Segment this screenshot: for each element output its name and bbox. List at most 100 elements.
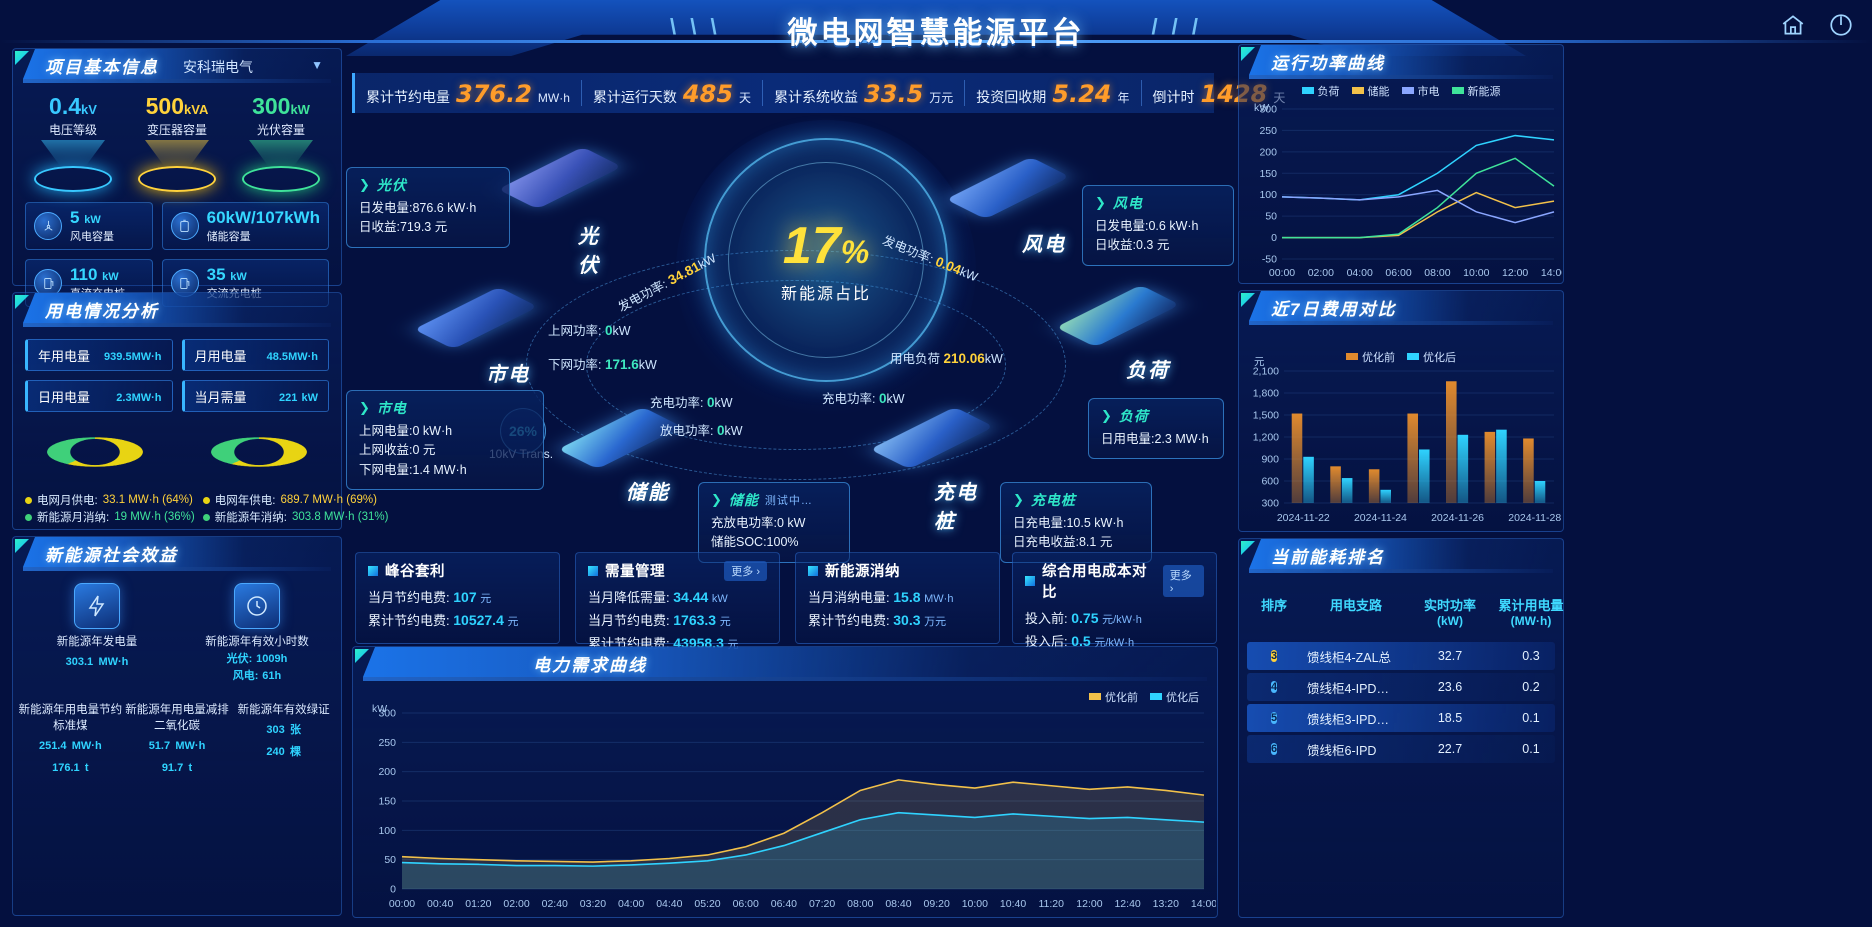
legend-grid: 市电 bbox=[1401, 83, 1440, 99]
stat-month-usage: 月用电量 48.5MW·h bbox=[181, 339, 329, 371]
gauge-pv: 300kW 光伏容量 bbox=[229, 93, 333, 192]
legend-before: 优化前 bbox=[1346, 349, 1395, 365]
panel-title: 运行功率曲线 bbox=[1271, 54, 1385, 73]
stat-value: 48.5 bbox=[266, 350, 289, 363]
kpi-value: 376.2 bbox=[456, 80, 532, 108]
table-row[interactable]: 6 馈线柜6-IPD 22.7 0.1 bbox=[1247, 735, 1555, 763]
panel-header: 近7日费用对比 bbox=[1239, 291, 1563, 325]
more-button[interactable]: 更多 › bbox=[1162, 565, 1204, 597]
mini-value: 5 bbox=[70, 208, 80, 227]
arrow-icon: ❯ bbox=[1013, 492, 1025, 507]
node-load[interactable]: 负荷 bbox=[1055, 284, 1181, 382]
legend-item: 电网年供电: 689.7 MW·h (69%) bbox=[202, 492, 389, 508]
card-marker-icon bbox=[588, 565, 598, 576]
svg-text:600: 600 bbox=[1261, 476, 1279, 488]
stat-unit: MW·h bbox=[131, 391, 162, 404]
social-label: 新能源年用电量减排二氧化碳 bbox=[125, 704, 229, 732]
social-item-generation: 新能源年发电量 303.1 MW·h bbox=[37, 583, 157, 683]
chevron-down-icon[interactable]: ▼ bbox=[311, 58, 323, 72]
arrow-icon: ❯ bbox=[359, 400, 371, 415]
social-item-cert: 新能源年有效绿证 303 张 240 棵 bbox=[230, 701, 337, 777]
rank-badge: 3 bbox=[1270, 650, 1278, 662]
node-charger[interactable]: 充电桩 bbox=[869, 406, 995, 533]
battery-icon bbox=[170, 212, 199, 240]
table-row[interactable]: 5 馈线柜3-IPD… 18.5 0.1 bbox=[1247, 704, 1555, 732]
node-storage[interactable]: 储能 bbox=[557, 406, 683, 504]
flowcard-charger: ❯ 充电桩 日充电量:10.5 kW·h 日充电收益:8.1 元 bbox=[1000, 482, 1152, 563]
svg-text:12:00: 12:00 bbox=[1076, 898, 1102, 910]
stat-month-demand: 当月需量 221 kW bbox=[181, 380, 329, 412]
card-marker-icon bbox=[1025, 576, 1035, 586]
social-row-1: 新能源年发电量 303.1 MW·h 新能源年有效小时数 光伏: 1009h 风… bbox=[13, 571, 341, 683]
realtime-power: 22.7 bbox=[1437, 742, 1463, 756]
panel-header: 电力需求曲线 bbox=[353, 647, 1217, 681]
svg-text:03:20: 03:20 bbox=[580, 898, 606, 910]
svg-text:100: 100 bbox=[378, 825, 396, 837]
gauge-unit: kV bbox=[81, 102, 97, 117]
social-label: 新能源年有效小时数 bbox=[205, 636, 309, 648]
renewable-ratio-gauge: 17% 新能源占比 bbox=[676, 120, 976, 420]
more-button[interactable]: 更多 › bbox=[724, 560, 767, 581]
node-wind[interactable]: 风电 bbox=[945, 156, 1071, 256]
flowcard-wind: ❯ 风电 日发电量:0.6 kW·h 日收益:0.3 元 bbox=[1082, 185, 1234, 266]
panel-social-benefit: 新能源社会效益 新能源年发电量 303.1 MW·h 新能源年有效小时数 光伏:… bbox=[12, 536, 342, 916]
header-divider bbox=[0, 40, 1872, 43]
bcard-demand-mgmt: 需量管理 更多 › 当月降低需量: 34.44 kW 当月节约电费: 1763.… bbox=[575, 552, 780, 651]
svg-text:2024-11-26: 2024-11-26 bbox=[1431, 512, 1484, 524]
col-energy: 累计用电量 (MW·h) bbox=[1498, 598, 1564, 628]
home-icon[interactable] bbox=[1780, 12, 1806, 43]
node-grid[interactable]: 市电 bbox=[413, 286, 539, 386]
donut-yearly bbox=[199, 420, 319, 486]
node-label: 负荷 bbox=[1126, 360, 1170, 382]
flow-label-ev-charge: 充电功率: 0kW bbox=[822, 391, 905, 406]
svg-text:14:00: 14:00 bbox=[1191, 898, 1216, 910]
panel-title: 电力需求曲线 bbox=[533, 656, 647, 675]
svg-text:04:00: 04:00 bbox=[618, 898, 644, 910]
svg-text:11:20: 11:20 bbox=[1038, 898, 1064, 910]
stat-value: 221 bbox=[278, 391, 298, 404]
flow-label-import: 下网功率: 171.6kW bbox=[548, 357, 657, 372]
gauge-value: 0.4 bbox=[49, 93, 82, 119]
svg-text:1,800: 1,800 bbox=[1253, 388, 1279, 400]
social-extra-value: 240 bbox=[266, 746, 285, 758]
legend-load: 负荷 bbox=[1301, 83, 1340, 99]
power-curve-chart: -50 0 50 100 150 200 250 300kW 00:00 02:00 04:00 06… bbox=[1254, 102, 1562, 279]
flow-label-discharge: 放电功率: 0kW bbox=[660, 423, 743, 438]
svg-text:0: 0 bbox=[1271, 232, 1277, 244]
legend-storage: 储能 bbox=[1351, 83, 1390, 99]
svg-text:100: 100 bbox=[1259, 189, 1277, 201]
node-pv[interactable]: 光伏 bbox=[497, 146, 623, 277]
gauge-voltage: 0.4kV 电压等级 bbox=[21, 93, 125, 192]
panel-title: 项目基本信息 bbox=[45, 58, 159, 77]
svg-text:06:00: 06:00 bbox=[733, 898, 759, 910]
svg-text:08:00: 08:00 bbox=[847, 898, 873, 910]
social-label: 新能源年有效绿证 bbox=[237, 704, 330, 716]
legend-before: 优化前 bbox=[1089, 689, 1138, 705]
kpi-label: 累计运行天数 bbox=[592, 89, 677, 105]
table-row[interactable]: 3 馈线柜4-ZAL总 32.7 0.3 bbox=[1247, 642, 1555, 670]
app-header: \ \ \ / / / 微电网智慧能源平台 bbox=[0, 0, 1872, 58]
stat-unit: MW·h bbox=[131, 350, 162, 363]
panel-title: 当前能耗排名 bbox=[1271, 548, 1385, 567]
stat-unit: kW bbox=[301, 391, 319, 404]
flowcard-load: ❯ 负荷 日用电量:2.3 MW·h bbox=[1088, 398, 1224, 460]
realtime-power: 23.6 bbox=[1437, 680, 1463, 694]
svg-text:900: 900 bbox=[1261, 454, 1279, 466]
table-row[interactable]: 4 馈线柜4-IPD… 23.6 0.2 bbox=[1247, 673, 1555, 701]
corner-mark-icon bbox=[15, 295, 29, 309]
flowcard-storage: ❯ 储能 测试中… 充放电功率:0 kW 储能SOC:100% bbox=[698, 482, 850, 563]
total-energy: 0.1 bbox=[1522, 711, 1540, 725]
clock-icon bbox=[234, 583, 280, 629]
node-label: 风电 bbox=[1022, 234, 1066, 256]
branch-name: 馈线柜3-IPD… bbox=[1307, 712, 1389, 727]
arrow-icon: ❯ bbox=[711, 492, 723, 507]
power-icon[interactable] bbox=[1828, 12, 1854, 43]
svg-text:10:00: 10:00 bbox=[962, 898, 988, 910]
card-marker-icon bbox=[808, 565, 818, 576]
svg-text:08:00: 08:00 bbox=[1424, 267, 1450, 279]
company-name: 安科瑞电气 bbox=[183, 59, 253, 75]
svg-text:200: 200 bbox=[378, 766, 396, 778]
flowcard-grid: ❯ 市电 上网电量:0 kW·h 上网收益:0 元 下网电量:1.4 MW·h bbox=[346, 390, 544, 491]
arrow-icon: ❯ bbox=[1095, 195, 1107, 210]
